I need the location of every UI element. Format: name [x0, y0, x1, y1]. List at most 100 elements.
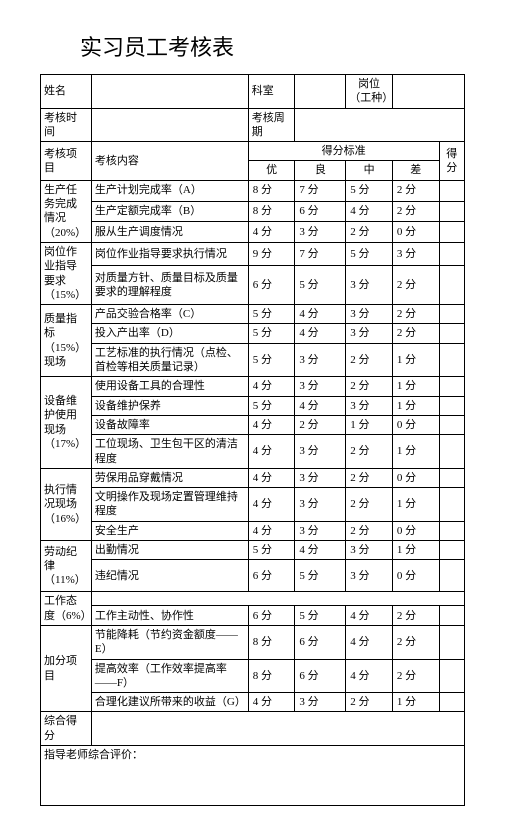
score-cell: 8 分 [248, 625, 295, 659]
table-row: 合理化建议所带来的收益（G） 4 分 3 分 2 分 1 分 [41, 693, 465, 712]
content-cell: 设备维护保养 [91, 396, 248, 415]
score-cell: 2 分 [346, 488, 393, 522]
col-excellent: 优 [248, 161, 295, 180]
score-cell: 5 分 [346, 180, 393, 201]
header-row-1: 姓名 科室 岗位（工种） [41, 75, 465, 109]
score-cell: 3 分 [295, 468, 346, 487]
total-label: 综合得分 [41, 712, 92, 746]
content-cell: 合理化建议所带来的收益（G） [91, 693, 248, 712]
score-value [439, 396, 465, 415]
score-value [439, 377, 465, 396]
category-cell: 质量指标（15%）现场 [41, 305, 92, 377]
assess-item-label: 考核项目 [41, 142, 92, 181]
score-cell: 2 分 [346, 468, 393, 487]
total-value [91, 712, 464, 746]
table-row: 违纪情况 6 分 5 分 3 分 0 分 [41, 560, 465, 592]
table-row: 对质量方针、质量目标及质量要求的理解程度 6 分 5 分 3 分 2 分 [41, 265, 465, 305]
score-cell: 4 分 [248, 222, 295, 243]
content-cell: 使用设备工具的合理性 [91, 377, 248, 396]
score-value [439, 305, 465, 324]
score-cell: 3 分 [295, 377, 346, 396]
score-value [439, 343, 465, 377]
score-value [439, 180, 465, 201]
score-cell: 1 分 [392, 343, 439, 377]
score-cell: 4 分 [248, 415, 295, 434]
score-standard-label: 得分标准 [248, 142, 439, 161]
score-value [439, 242, 465, 265]
score-cell: 3 分 [346, 305, 393, 324]
score-cell: 2 分 [295, 415, 346, 434]
category-cell: 生产任务完成情况（20%） [41, 180, 92, 242]
table-row: 工艺标准的执行情况（点检、首检等相关质量记录） 5 分 3 分 2 分 1 分 [41, 343, 465, 377]
table-row: 服从生产调度情况 4 分 3 分 2 分 0 分 [41, 222, 465, 243]
score-cell: 2 分 [392, 265, 439, 305]
score-cell: 4 分 [248, 521, 295, 540]
score-cell: 3 分 [295, 222, 346, 243]
score-cell: 3 分 [346, 560, 393, 592]
score-cell: 1 分 [392, 541, 439, 560]
score-cell: 0 分 [392, 560, 439, 592]
score-value [439, 693, 465, 712]
score-cell: 5 分 [248, 324, 295, 343]
score-cell: 2 分 [346, 435, 393, 469]
score-value [439, 265, 465, 305]
table-row: 加分项目 节能降耗（节约资金额度——E） 8 分 6 分 4 分 2 分 [41, 625, 465, 659]
score-value [439, 521, 465, 540]
content-cell: 劳保用品穿戴情况 [91, 468, 248, 487]
score-cell: 6 分 [295, 659, 346, 693]
score-cell: 1 分 [392, 396, 439, 415]
score-cell: 3 分 [295, 435, 346, 469]
score-cell: 5 分 [346, 242, 393, 265]
score-value [439, 625, 465, 659]
score-value [439, 560, 465, 592]
content-cell: 出勤情况 [91, 541, 248, 560]
score-cell: 4 分 [346, 659, 393, 693]
score-cell: 6 分 [295, 625, 346, 659]
table-row: 投入产出率（D） 5 分 4 分 3 分 2 分 [41, 324, 465, 343]
table-row: 设备维护保养 5 分 4 分 3 分 1 分 [41, 396, 465, 415]
score-cell: 2 分 [346, 343, 393, 377]
table-row: 执行情况现场（16%） 劳保用品穿戴情况 4 分 3 分 2 分 0 分 [41, 468, 465, 487]
score-value [439, 415, 465, 434]
score-cell: 6 分 [248, 265, 295, 305]
score-cell: 4 分 [346, 606, 393, 625]
content-cell: 违纪情况 [91, 560, 248, 592]
score-cell: 5 分 [295, 265, 346, 305]
assessment-table: 姓名 科室 岗位（工种） 考核时间 考核周期 考核项目 考核内容 得分标准 得分… [40, 74, 465, 806]
dept-label: 科室 [248, 75, 295, 109]
content-cell: 投入产出率（D） [91, 324, 248, 343]
header-row-2: 考核时间 考核周期 [41, 108, 465, 142]
eval-row: 指导老师综合评价： [41, 745, 465, 805]
table-row: 提高效率（工作效率提高率——F） 8 分 6 分 4 分 2 分 [41, 659, 465, 693]
col-medium: 中 [346, 161, 393, 180]
category-cell: 工作态度（6%） [41, 592, 92, 626]
assess-period-value [295, 108, 465, 142]
score-cell: 2 分 [346, 693, 393, 712]
content-cell: 对质量方针、质量目标及质量要求的理解程度 [91, 265, 248, 305]
score-value [439, 659, 465, 693]
content-cell: 节能降耗（节约资金额度——E） [91, 625, 248, 659]
score-cell: 4 分 [248, 435, 295, 469]
score-cell: 2 分 [346, 222, 393, 243]
score-cell: 5 分 [248, 343, 295, 377]
score-cell: 2 分 [392, 201, 439, 222]
content-cell: 文明操作及现场定置管理维持程度 [91, 488, 248, 522]
score-cell: 4 分 [346, 625, 393, 659]
empty-cell [91, 592, 464, 606]
score-cell: 2 分 [392, 180, 439, 201]
score-cell: 5 分 [295, 606, 346, 625]
score-cell: 4 分 [295, 396, 346, 415]
score-cell: 1 分 [392, 377, 439, 396]
score-cell: 2 分 [346, 377, 393, 396]
score-value [439, 606, 465, 625]
content-cell: 设备故障率 [91, 415, 248, 434]
score-value [439, 435, 465, 469]
col-poor: 差 [392, 161, 439, 180]
content-cell: 工艺标准的执行情况（点检、首检等相关质量记录） [91, 343, 248, 377]
score-cell: 2 分 [392, 324, 439, 343]
content-cell: 生产定额完成率（B） [91, 201, 248, 222]
score-cell: 7 分 [295, 180, 346, 201]
score-cell: 0 分 [392, 468, 439, 487]
content-cell: 产品交验合格率（C） [91, 305, 248, 324]
score-cell: 8 分 [248, 201, 295, 222]
